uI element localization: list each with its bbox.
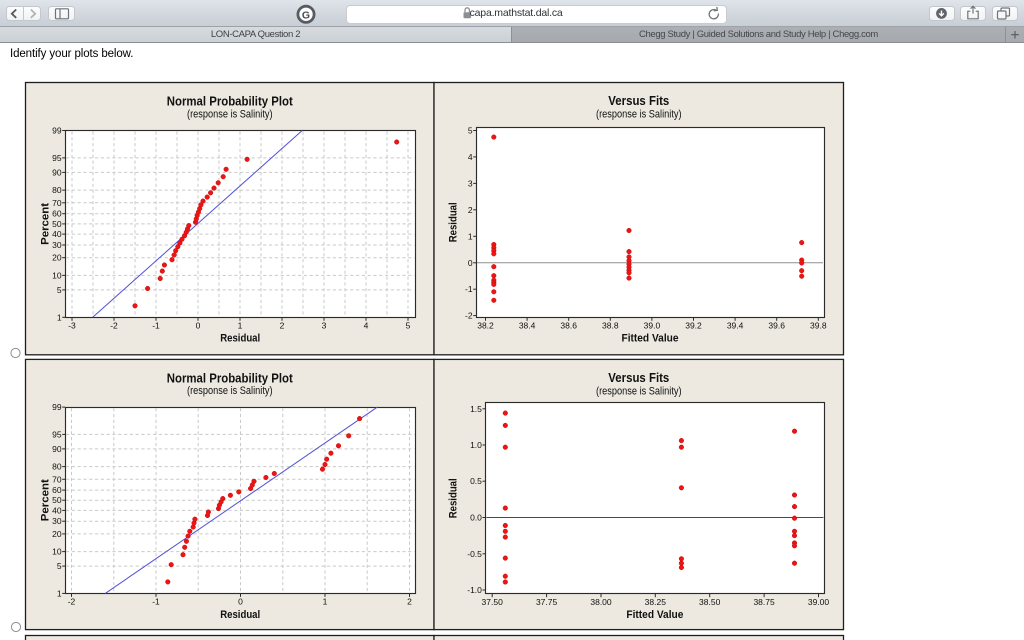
- svg-text:-1: -1: [152, 597, 160, 607]
- svg-text:(response is Salinity): (response is Salinity): [187, 385, 273, 397]
- svg-text:1.5: 1.5: [470, 404, 482, 414]
- svg-text:10: 10: [52, 547, 62, 557]
- svg-text:0: 0: [196, 321, 201, 331]
- svg-text:(response is Salinity): (response is Salinity): [596, 109, 682, 121]
- svg-text:2: 2: [280, 321, 285, 331]
- svg-text:60: 60: [52, 209, 62, 219]
- svg-text:Percent: Percent: [40, 479, 52, 521]
- svg-text:39.6: 39.6: [768, 321, 785, 331]
- svg-text:10: 10: [52, 270, 62, 280]
- svg-text:5: 5: [406, 321, 411, 331]
- svg-text:5: 5: [57, 561, 62, 571]
- svg-text:80: 80: [52, 462, 62, 472]
- svg-text:1: 1: [57, 312, 62, 322]
- svg-text:0.5: 0.5: [470, 476, 482, 486]
- svg-text:-1: -1: [465, 284, 473, 294]
- svg-text:20: 20: [52, 529, 62, 539]
- svg-text:Normal Probability Plot: Normal Probability Plot: [167, 372, 294, 386]
- svg-text:39.8: 39.8: [810, 321, 827, 331]
- svg-text:50: 50: [52, 495, 62, 505]
- svg-text:99: 99: [52, 402, 62, 412]
- svg-text:99: 99: [52, 126, 62, 136]
- svg-text:-2: -2: [110, 321, 118, 331]
- svg-text:39.4: 39.4: [727, 321, 744, 331]
- svg-text:37.75: 37.75: [536, 597, 558, 607]
- svg-text:Versus Fits: Versus Fits: [608, 94, 669, 108]
- svg-text:70: 70: [52, 474, 62, 484]
- svg-text:-0.5: -0.5: [467, 549, 482, 559]
- svg-text:3: 3: [322, 321, 327, 331]
- svg-text:1: 1: [468, 231, 473, 241]
- svg-text:38.25: 38.25: [645, 597, 667, 607]
- svg-text:90: 90: [52, 444, 62, 454]
- svg-text:30: 30: [52, 516, 62, 526]
- svg-text:G: G: [302, 9, 310, 21]
- svg-text:2: 2: [407, 597, 412, 607]
- svg-text:5: 5: [468, 126, 473, 136]
- svg-text:-3: -3: [68, 321, 76, 331]
- svg-text:1: 1: [323, 597, 328, 607]
- svg-text:-1: -1: [152, 321, 160, 331]
- svg-text:20: 20: [52, 253, 62, 263]
- svg-text:-2: -2: [68, 597, 76, 607]
- svg-text:38.4: 38.4: [519, 321, 536, 331]
- svg-text:-1.0: -1.0: [467, 585, 482, 595]
- svg-text:38.8: 38.8: [602, 321, 619, 331]
- svg-text:80: 80: [52, 185, 62, 195]
- svg-text:90: 90: [52, 167, 62, 177]
- svg-text:60: 60: [52, 485, 62, 495]
- svg-text:4: 4: [364, 321, 369, 331]
- svg-text:40: 40: [52, 229, 62, 239]
- svg-text:Residual: Residual: [448, 202, 460, 242]
- svg-text:Fitted Value: Fitted Value: [626, 609, 683, 621]
- svg-text:38.6: 38.6: [560, 321, 577, 331]
- svg-text:0: 0: [238, 597, 243, 607]
- svg-text:2: 2: [468, 205, 473, 215]
- svg-text:-2: -2: [465, 311, 473, 321]
- svg-text:Fitted Value: Fitted Value: [622, 333, 679, 345]
- svg-text:Residual: Residual: [448, 478, 460, 518]
- svg-text:39.2: 39.2: [685, 321, 702, 331]
- svg-text:Percent: Percent: [40, 202, 52, 244]
- svg-text:70: 70: [52, 198, 62, 208]
- svg-text:3: 3: [468, 178, 473, 188]
- svg-text:4: 4: [468, 152, 473, 162]
- svg-text:5: 5: [57, 285, 62, 295]
- svg-text:0.0: 0.0: [470, 513, 482, 523]
- svg-text:0: 0: [468, 258, 473, 268]
- svg-text:30: 30: [52, 240, 62, 250]
- svg-text:1: 1: [57, 588, 62, 598]
- svg-text:95: 95: [52, 153, 62, 163]
- svg-text:38.50: 38.50: [699, 597, 721, 607]
- svg-text:37.50: 37.50: [482, 597, 504, 607]
- svg-text:Residual: Residual: [220, 333, 260, 345]
- svg-text:95: 95: [52, 429, 62, 439]
- svg-text:39.00: 39.00: [808, 597, 830, 607]
- svg-text:1.0: 1.0: [470, 440, 482, 450]
- svg-text:Residual: Residual: [220, 609, 260, 621]
- svg-text:40: 40: [52, 505, 62, 515]
- svg-text:Versus Fits: Versus Fits: [608, 371, 669, 385]
- svg-text:Normal Probability Plot: Normal Probability Plot: [167, 95, 294, 109]
- svg-text:(response is Salinity): (response is Salinity): [596, 386, 682, 398]
- svg-text:(response is Salinity): (response is Salinity): [187, 108, 273, 120]
- svg-text:50: 50: [52, 219, 62, 229]
- svg-text:1: 1: [238, 321, 243, 331]
- svg-text:38.00: 38.00: [590, 597, 612, 607]
- svg-text:38.75: 38.75: [753, 597, 775, 607]
- svg-text:39.0: 39.0: [644, 321, 661, 331]
- svg-text:38.2: 38.2: [477, 321, 494, 331]
